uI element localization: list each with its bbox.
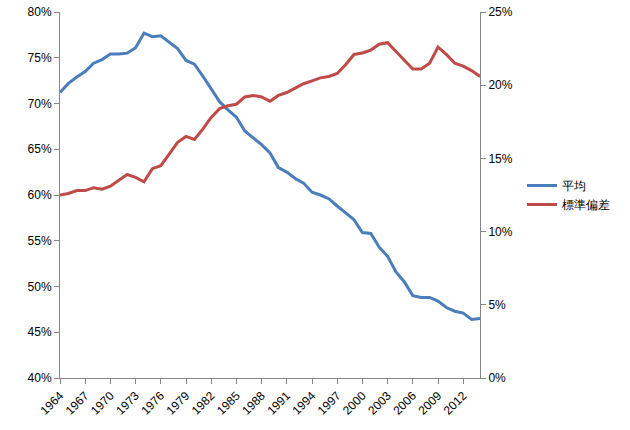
svg-text:2000: 2000 [340,389,369,418]
svg-text:1976: 1976 [138,389,167,418]
svg-text:標準偏差: 標準偏差 [562,198,610,212]
svg-text:1970: 1970 [88,389,117,418]
svg-text:1994: 1994 [290,389,319,418]
svg-text:2003: 2003 [365,389,394,418]
svg-text:1982: 1982 [189,389,218,418]
svg-text:5%: 5% [488,298,506,312]
svg-text:75%: 75% [28,51,52,65]
svg-text:平均: 平均 [562,179,586,193]
svg-text:55%: 55% [28,234,52,248]
svg-text:45%: 45% [28,325,52,339]
svg-text:1985: 1985 [214,389,243,418]
svg-text:1979: 1979 [164,389,193,418]
svg-text:2009: 2009 [416,389,445,418]
svg-text:1988: 1988 [239,389,268,418]
svg-text:10%: 10% [488,225,512,239]
svg-text:20%: 20% [488,78,512,92]
svg-text:1991: 1991 [264,389,293,418]
svg-text:65%: 65% [28,142,52,156]
svg-text:70%: 70% [28,97,52,111]
svg-text:60%: 60% [28,188,52,202]
svg-text:80%: 80% [28,5,52,19]
svg-text:50%: 50% [28,280,52,294]
svg-text:15%: 15% [488,152,512,166]
svg-text:1964: 1964 [38,389,67,418]
svg-text:2006: 2006 [390,389,419,418]
svg-text:1973: 1973 [113,389,142,418]
svg-text:0%: 0% [488,371,506,385]
svg-text:2012: 2012 [441,389,470,418]
svg-text:1997: 1997 [315,389,344,418]
svg-text:1967: 1967 [63,389,92,418]
svg-text:25%: 25% [488,5,512,19]
svg-text:40%: 40% [28,371,52,385]
